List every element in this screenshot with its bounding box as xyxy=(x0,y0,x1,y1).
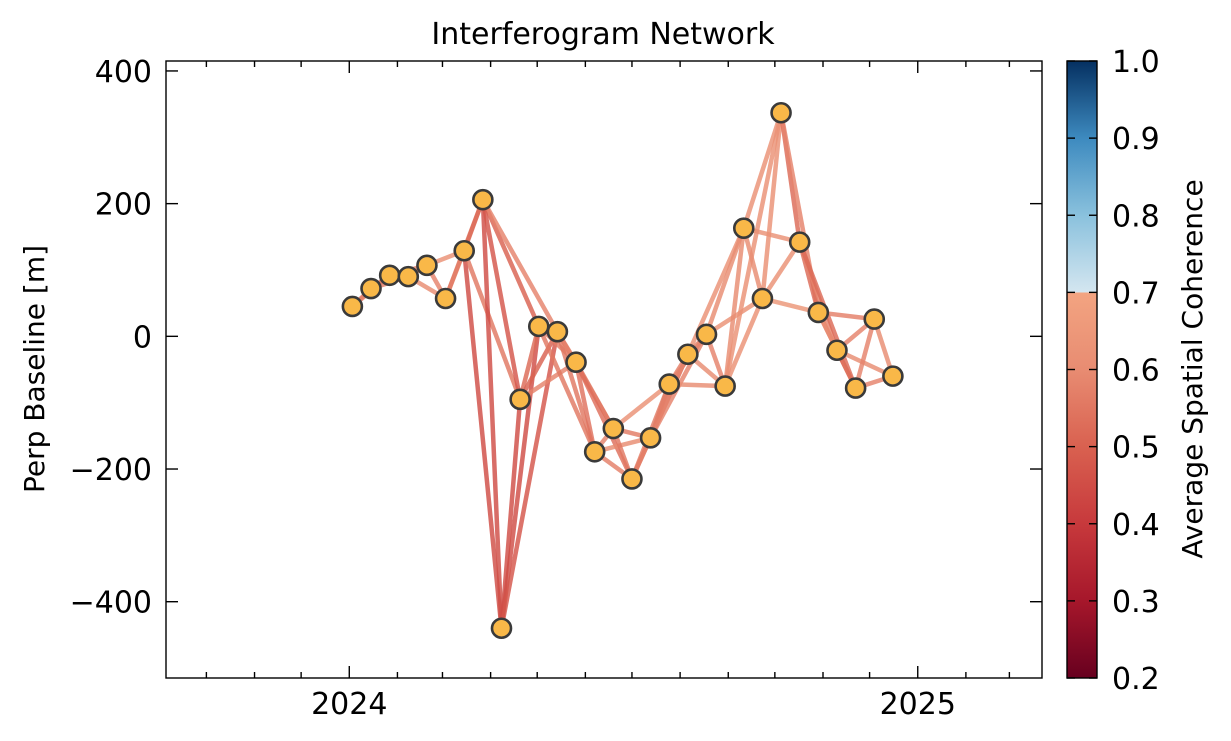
colorbar-tick-label: 0.9 xyxy=(1112,122,1160,157)
colorbar-tick-label: 0.4 xyxy=(1112,508,1160,543)
interferogram-edge xyxy=(741,225,765,301)
acquisition-point xyxy=(621,468,643,490)
acquisition-point xyxy=(472,188,494,211)
acquisition-point xyxy=(397,265,420,288)
acquisition-point xyxy=(639,427,662,449)
x-tick-label: 2025 xyxy=(880,687,956,722)
acquisition-point xyxy=(527,315,550,338)
acquisition-point xyxy=(434,287,457,310)
acquisition-point xyxy=(751,287,774,310)
acquisition-point xyxy=(677,343,699,366)
interferogram-edge xyxy=(611,381,672,431)
acquisition-point xyxy=(453,239,476,262)
colorbar-label: Average Spatial Coherence xyxy=(1176,179,1209,558)
interferogram-edge xyxy=(517,324,542,402)
colorbar: 0.2 0.3 0.4 0.5 0.6 0.7 0.8 0.9 1.0 Average Spat… xyxy=(1066,45,1209,697)
interferogram-edge xyxy=(536,324,597,455)
colorbar-ticks: 0.2 0.3 0.4 0.5 0.6 0.7 0.8 0.9 1.0 xyxy=(1067,45,1160,697)
chart-title: Interferogram Network xyxy=(431,17,775,52)
interferogram-edge xyxy=(760,110,784,301)
acquisition-point xyxy=(416,254,438,277)
y-axis-label: Perp Baseline [m] xyxy=(18,245,51,493)
acquisition-point xyxy=(714,375,736,397)
acquisition-point xyxy=(882,365,904,387)
acquisition-point xyxy=(788,231,811,253)
plot-area: 2024 2025 −400 −200 0 200 400 xyxy=(70,55,1043,722)
acquisition-point xyxy=(602,417,625,440)
plot-frame xyxy=(165,60,1043,679)
interferogram-edge xyxy=(853,316,877,391)
acquisition-point xyxy=(583,440,606,463)
interferogram-edge xyxy=(480,197,523,402)
y-tick-label: 400 xyxy=(95,55,152,90)
interferogram-edge xyxy=(461,248,523,402)
colorbar-tick-label: 0.5 xyxy=(1112,431,1160,466)
acquisition-nodes xyxy=(341,101,904,640)
x-axis: 2024 2025 xyxy=(205,61,1011,722)
acquisition-point xyxy=(770,101,792,124)
interferogram-edge xyxy=(480,197,542,329)
y-tick-label: −400 xyxy=(70,586,152,621)
interferogram-edge xyxy=(480,197,504,631)
acquisition-point xyxy=(732,217,755,239)
interferogram-edge xyxy=(480,197,560,334)
acquisition-point xyxy=(565,351,587,374)
interferogram-edge xyxy=(573,359,597,455)
interferogram-edge xyxy=(722,296,765,389)
y-tick-label: −200 xyxy=(70,453,152,488)
interferogram-edge xyxy=(741,110,784,231)
acquisition-point xyxy=(658,373,681,395)
colorbar-tick-label: 0.2 xyxy=(1112,662,1160,697)
acquisition-point xyxy=(378,264,401,287)
acquisition-point xyxy=(807,301,830,324)
colorbar-tick-label: 0.8 xyxy=(1112,199,1160,234)
acquisition-point xyxy=(844,377,867,399)
y-axis: −400 −200 0 200 400 xyxy=(70,55,1042,621)
interferogram-edges xyxy=(350,110,896,631)
colorbar-tick-label: 0.7 xyxy=(1112,276,1160,311)
acquisition-point xyxy=(490,617,513,640)
y-tick-label: 0 xyxy=(133,320,152,355)
colorbar-tick-label: 1.0 xyxy=(1112,45,1160,80)
acquisition-point xyxy=(341,295,364,318)
interferogram-edge xyxy=(722,110,784,389)
interferogram-edge xyxy=(704,225,747,337)
colorbar-tick-label: 0.6 xyxy=(1112,354,1160,389)
interferogram-edge xyxy=(760,239,802,301)
interferogram-edge xyxy=(517,329,560,402)
x-tick-label: 2024 xyxy=(311,687,387,722)
acquisition-point xyxy=(863,308,886,330)
acquisition-point xyxy=(509,388,531,411)
acquisition-point xyxy=(360,277,382,300)
acquisition-point xyxy=(695,323,718,346)
acquisition-point xyxy=(546,320,569,343)
acquisition-point xyxy=(826,339,848,362)
y-tick-label: 200 xyxy=(95,188,152,223)
colorbar-tick-label: 0.3 xyxy=(1112,585,1160,620)
interferogram-edge xyxy=(461,248,504,631)
